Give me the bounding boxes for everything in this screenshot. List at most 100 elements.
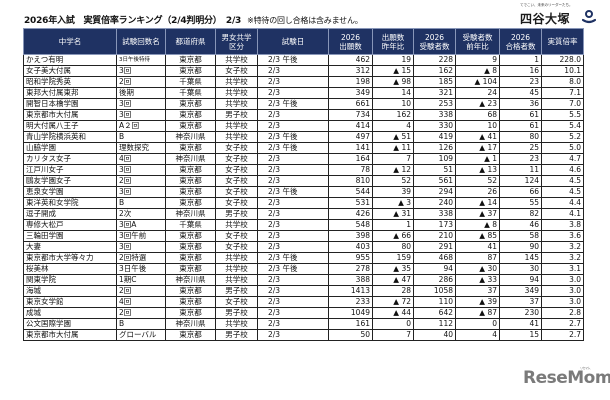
table-cell: 女子校 (215, 197, 258, 209)
table-cell: 共学校 (215, 318, 258, 330)
table-cell: 男子校 (215, 208, 258, 220)
table-cell: 2/3 (257, 109, 329, 121)
table-cell: 124 (499, 175, 542, 187)
table-cell: 神奈川県 (165, 274, 216, 286)
table-cell: 2/3 (257, 208, 329, 220)
table-header: 中学名 試験回数名 都道府県 男女共学 区分 試験日 2026 出願数 出願数 昨年比 202… (23, 28, 584, 55)
table-cell: 5.2 (541, 131, 584, 143)
table-cell: 68 (455, 109, 500, 121)
table-row: 東京都市大付属 3回 東京都 男子校 2/3 734 162 338 68 61 5.5 (23, 109, 584, 121)
table-cell: 共学校 (215, 252, 258, 264)
table-cell: ▲ 15 (372, 65, 414, 77)
table-cell: 230 (499, 307, 542, 319)
table-row: 東京都市大付属 グローバル 東京都 男子校 2/3 50 7 40 4 15 2.7 (23, 329, 584, 341)
table-cell: 94 (499, 274, 542, 286)
table-cell: ▲ 31 (372, 208, 414, 220)
table-cell: 3.0 (541, 274, 584, 286)
table-cell: 23 (499, 153, 542, 165)
table-cell: 2/3 (257, 175, 329, 187)
table-cell: ▲ 3 (372, 197, 414, 209)
table-cell: B (116, 131, 166, 143)
table-cell: 810 (328, 175, 373, 187)
table-cell: 0 (372, 318, 414, 330)
table-row: 昭和学院秀英 2回 千葉県 共学校 2/3 198 ▲ 98 185 ▲ 104 23 8.0 (23, 76, 584, 88)
table-cell: 共学校 (215, 120, 258, 132)
table-cell: 東京都 (165, 164, 216, 176)
table-cell: ▲ 23 (455, 98, 500, 110)
table-cell: 3.0 (541, 296, 584, 308)
table-cell: 4 (372, 120, 414, 132)
table-cell: 7.1 (541, 87, 584, 99)
table-cell: B (116, 197, 166, 209)
watermark-text: ReseMom (523, 368, 610, 388)
table-cell: 関東学院 (23, 274, 117, 286)
table-cell: 23 (499, 76, 542, 88)
table-cell: 東京都 (165, 263, 216, 275)
table-row: 逗子開成 2次 神奈川県 男子校 2/3 426 ▲ 31 338 ▲ 37 82 4.1 (23, 208, 584, 220)
table-cell: 4.4 (541, 197, 584, 209)
table-cell: 10 (455, 120, 500, 132)
column-header: 2026 出願数 (328, 28, 373, 55)
table-cell: 8.0 (541, 76, 584, 88)
table-cell: 女子校 (215, 153, 258, 165)
table-cell: 1期C (116, 274, 166, 286)
table-cell: 桜美林 (23, 263, 117, 275)
table-cell: 0 (455, 318, 500, 330)
table-cell: 16 (499, 65, 542, 77)
table-cell: 2回 (116, 307, 166, 319)
table-cell: 大妻 (23, 241, 117, 253)
table-cell: 3回 (116, 241, 166, 253)
table-cell: 男子校 (215, 109, 258, 121)
table-cell: 338 (413, 109, 456, 121)
table-cell: 1 (372, 219, 414, 231)
table-cell: 海城 (23, 285, 117, 297)
table-cell: ▲ 37 (455, 208, 500, 220)
table-cell: ▲ 85 (455, 230, 500, 242)
table-cell: 神奈川県 (165, 153, 216, 165)
table-cell: 330 (413, 120, 456, 132)
table-cell: ▲ 35 (372, 263, 414, 275)
table-cell: 10.1 (541, 65, 584, 77)
table-cell: 734 (328, 109, 373, 121)
table-cell: 349 (499, 285, 542, 297)
table-cell: 東洋英和女学院 (23, 197, 117, 209)
column-header: 中学名 (23, 28, 117, 55)
table-cell: 210 (413, 230, 456, 242)
table-cell: 36 (499, 98, 542, 110)
table-cell: 東京都 (165, 120, 216, 132)
table-cell: 321 (413, 87, 456, 99)
table-cell: 41 (499, 318, 542, 330)
table-cell: 312 (328, 65, 373, 77)
table-cell: 共学校 (215, 98, 258, 110)
table-cell: 462 (328, 54, 373, 66)
table-cell: 2/3 午後 (257, 131, 329, 143)
table-cell: ▲ 44 (372, 307, 414, 319)
table-cell: 52 (372, 175, 414, 187)
table-cell: 2/3 (257, 164, 329, 176)
table-cell: 642 (413, 307, 456, 319)
table-cell: 1413 (328, 285, 373, 297)
table-cell: 294 (413, 186, 456, 198)
table-cell: 共学校 (215, 54, 258, 66)
table-cell: 共学校 (215, 131, 258, 143)
table-cell: 414 (328, 120, 373, 132)
table-cell: 90 (499, 241, 542, 253)
table-cell: ▲ 17 (455, 142, 500, 154)
table-row: 関東学院 1期C 神奈川県 共学校 2/3 388 ▲ 47 286 ▲ 33 94 3.0 (23, 274, 584, 286)
table-cell: 80 (499, 131, 542, 143)
table-cell: 男子校 (215, 307, 258, 319)
table-body: かえつ有明 3日午後特待 東京都 共学校 2/3 午後 462 19 228 9 1 228.0 女子… (23, 54, 584, 341)
table-cell: 58 (499, 230, 542, 242)
table-cell: 3.2 (541, 241, 584, 253)
table-cell: 東邦大付属東邦 (23, 87, 117, 99)
table-cell: かえつ有明 (23, 54, 117, 66)
table-cell: 1058 (413, 285, 456, 297)
table-cell: グローバル (116, 329, 166, 341)
table-cell: 東京都 (165, 329, 216, 341)
table-cell: 3.0 (541, 285, 584, 297)
table-cell: 東京都 (165, 307, 216, 319)
table-cell: 千葉県 (165, 87, 216, 99)
table-cell: 349 (328, 87, 373, 99)
table-cell: 2/3 午後 (257, 98, 329, 110)
table-cell: 2/3 (257, 153, 329, 165)
